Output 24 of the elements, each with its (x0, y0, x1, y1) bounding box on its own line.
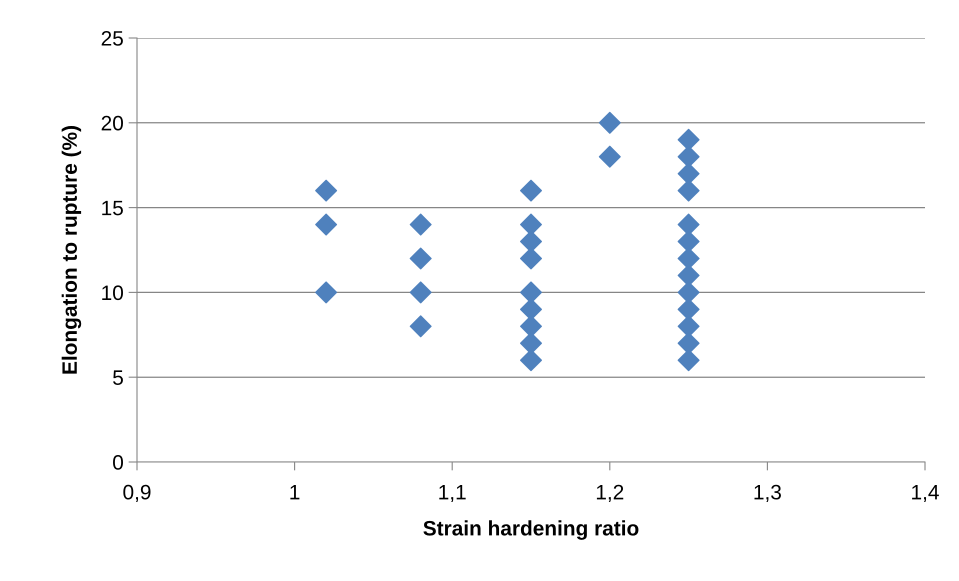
point (598, 146, 621, 168)
y-tick-label: 20 (102, 116, 123, 131)
y-tick-label: 0 (113, 455, 123, 470)
x-tick-label: 1,3 (754, 484, 781, 502)
x-tick-label: 0,9 (123, 484, 150, 502)
point (598, 112, 621, 134)
point (410, 281, 432, 304)
y-axis-title: Elongation to rupture (%) (62, 126, 82, 374)
point (410, 315, 432, 338)
y-tick-label: 5 (113, 370, 123, 385)
point (315, 281, 338, 304)
point (410, 247, 432, 270)
y-tick-label: 15 (102, 200, 123, 216)
x-tick-label: 1 (290, 484, 300, 500)
x-tick-label: 1,4 (912, 484, 939, 502)
point (315, 214, 338, 236)
x-tick-label: 1,1 (439, 484, 466, 502)
point (520, 180, 542, 202)
x-axis-title: Strain hardening ratio (423, 520, 638, 540)
y-tick-label: 10 (102, 285, 123, 300)
y-tick-label: 25 (102, 31, 123, 46)
x-tick-label: 1,2 (596, 484, 624, 502)
point (315, 180, 338, 202)
point (410, 214, 432, 236)
